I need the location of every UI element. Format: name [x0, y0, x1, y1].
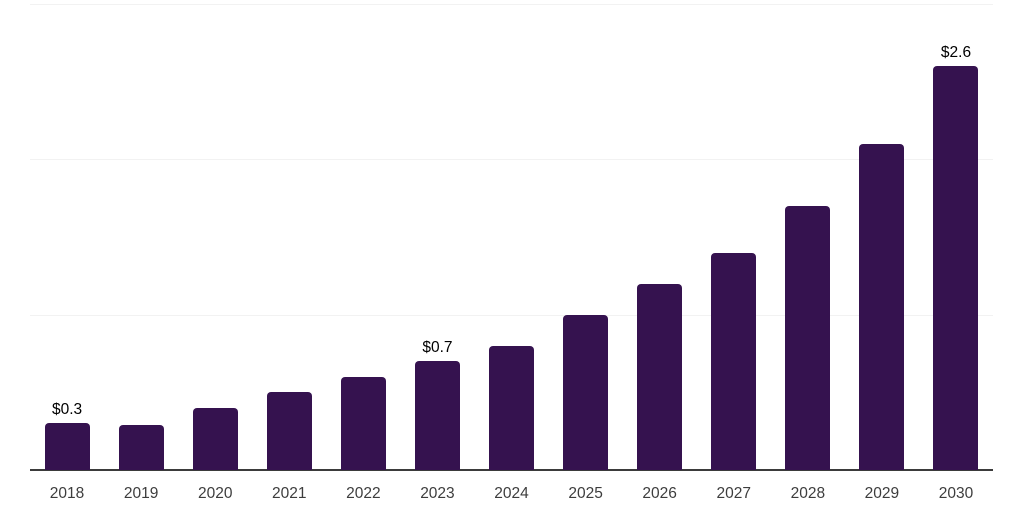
bar-2019	[118, 425, 164, 470]
bar-slot-2023: $0.7	[400, 4, 474, 470]
bar-value-label: $2.6	[940, 43, 972, 61]
bar-2030	[933, 66, 979, 470]
x-tick-label-2027: 2027	[716, 485, 751, 502]
x-tick-label-2029: 2029	[864, 485, 900, 502]
x-tick-label-2028: 2028	[790, 485, 826, 502]
x-tick-label-2019: 2019	[123, 485, 159, 502]
x-tick-label-2024: 2024	[494, 485, 529, 502]
bar-2021	[266, 392, 312, 470]
bar-slot-2025	[549, 4, 623, 470]
x-tick-label-2021: 2021	[272, 485, 307, 502]
bar-slot-2019	[104, 4, 178, 470]
x-axis-line	[30, 469, 993, 471]
gridline	[30, 315, 993, 316]
bar-slot-2018: $0.3	[30, 4, 104, 470]
x-axis-tick-labels: 2018 2019 2020 2021 2022 2023 2024 2025 2026 2027…	[30, 485, 993, 502]
gridline	[30, 4, 993, 5]
bar-slot-2030: $2.6	[919, 4, 993, 470]
bar-2020	[192, 408, 238, 470]
bar-slot-2022	[326, 4, 400, 470]
bar-value-label: $0.3	[51, 400, 83, 418]
bar-slot-2024	[474, 4, 548, 470]
bar-slot-2029	[845, 4, 919, 470]
x-tick-label-2025: 2025	[568, 485, 603, 502]
bar-2022	[340, 377, 386, 470]
bar-2027	[711, 253, 757, 470]
x-tick-label-2023: 2023	[420, 485, 455, 502]
x-tick-label-2022: 2022	[346, 485, 381, 502]
x-tick-label-2020: 2020	[197, 485, 233, 502]
bar-2023	[414, 361, 460, 470]
bar-2028	[785, 206, 831, 470]
plot-area: $0.3 $0.7 $2.6	[30, 4, 993, 470]
bar-value-label: $0.7	[422, 338, 453, 356]
x-tick-label-2026: 2026	[642, 485, 677, 502]
bar-slot-2026	[623, 4, 697, 470]
bar-2024	[489, 346, 534, 470]
bar-slot-2021	[252, 4, 326, 470]
bar-slot-2020	[178, 4, 252, 470]
bar-2018	[44, 423, 90, 470]
bar-2029	[859, 144, 905, 470]
bar-2026	[637, 284, 683, 470]
bar-2025	[563, 315, 609, 470]
x-tick-label-2018: 2018	[49, 485, 85, 502]
x-tick-label-2030: 2030	[938, 485, 974, 502]
bar-slot-2028	[771, 4, 845, 470]
bar-slot-2027	[697, 4, 771, 470]
gridline	[30, 159, 993, 160]
